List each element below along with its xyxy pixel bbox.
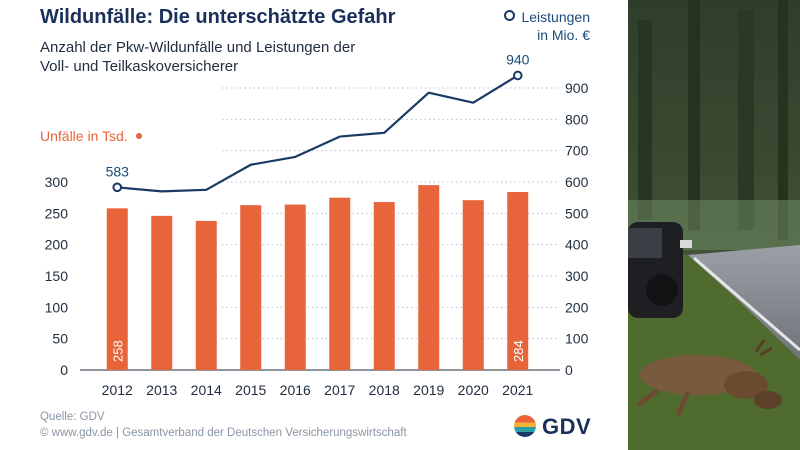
left-axis-tick-label: 150 bbox=[45, 268, 69, 284]
footer: Quelle: GDV © www.gdv.de | Gesamtverband… bbox=[40, 409, 407, 441]
bar-data-label: 284 bbox=[511, 340, 526, 362]
legend-line-series: Leistungen in Mio. € bbox=[490, 8, 590, 44]
right-axis-tick-label: 900 bbox=[565, 80, 589, 96]
legend-bar-label: Unfälle in Tsd. bbox=[40, 128, 128, 144]
left-axis-tick-label: 0 bbox=[60, 362, 68, 378]
x-axis-tick-label: 2012 bbox=[102, 382, 133, 398]
line-point-marker bbox=[112, 182, 123, 193]
x-axis-tick-label: 2016 bbox=[280, 382, 311, 398]
x-axis-tick-label: 2018 bbox=[369, 382, 400, 398]
line-data-label: 940 bbox=[506, 51, 530, 67]
legend-line-label-2: in Mio. € bbox=[537, 27, 590, 43]
left-axis-tick-label: 250 bbox=[45, 205, 69, 221]
bar bbox=[507, 192, 529, 370]
chart-subtitle: Anzahl der Pkw-Wildunfälle und Leistunge… bbox=[40, 39, 356, 75]
x-axis-tick-label: 2014 bbox=[191, 382, 222, 398]
right-axis-tick-label: 100 bbox=[565, 331, 589, 347]
bar bbox=[329, 197, 351, 370]
bar bbox=[151, 215, 173, 370]
bar bbox=[106, 208, 128, 370]
source-note: Quelle: GDV bbox=[40, 411, 105, 423]
right-axis-tick-label: 200 bbox=[565, 299, 589, 315]
wildlife-accident-photo bbox=[628, 0, 800, 450]
x-axis-tick-label: 2017 bbox=[324, 382, 355, 398]
bar bbox=[240, 205, 262, 370]
circle-marker-icon bbox=[504, 10, 516, 21]
x-axis-tick-label: 2013 bbox=[146, 382, 177, 398]
bar bbox=[373, 202, 395, 370]
legend-bar-series: Unfälle in Tsd. bbox=[40, 128, 142, 144]
line-series bbox=[117, 74, 519, 193]
x-axis-tick-label: 2021 bbox=[502, 382, 533, 398]
right-axis-tick-label: 0 bbox=[565, 362, 573, 378]
right-axis-tick-label: 600 bbox=[565, 174, 589, 190]
x-axis-tick-label: 2019 bbox=[413, 382, 444, 398]
right-axis-tick-label: 300 bbox=[565, 268, 589, 284]
bar-data-label: 258 bbox=[110, 340, 125, 362]
x-axis-tick-label: 2020 bbox=[458, 382, 489, 398]
right-axis-tick-label: 400 bbox=[565, 237, 589, 253]
right-axis-tick-label: 500 bbox=[565, 205, 589, 221]
gdv-logo-text: GDV bbox=[542, 414, 592, 439]
bar bbox=[418, 185, 440, 370]
x-axis-tick-label: 2015 bbox=[235, 382, 266, 398]
legend-line-label-1: Leistungen bbox=[521, 9, 590, 25]
copyright-note: © www.gdv.de | Gesamtverband der Deutsch… bbox=[40, 427, 407, 439]
combo-chart: 0 100 200 300 400 500 600 700 800 900 0 50 100 150 200… bbox=[45, 51, 589, 398]
left-axis-tick-label: 100 bbox=[45, 299, 69, 315]
chart-title: Wildunfälle: Die unterschätzte Gefahr bbox=[40, 6, 396, 28]
left-axis-tick-label: 300 bbox=[45, 174, 69, 190]
bar bbox=[195, 220, 217, 370]
bar bbox=[462, 200, 484, 370]
line-data-label: 583 bbox=[106, 163, 130, 179]
left-axis-tick-label: 50 bbox=[52, 331, 68, 347]
bar bbox=[284, 204, 306, 370]
left-axis-tick-label: 200 bbox=[45, 237, 69, 253]
right-axis-tick-label: 800 bbox=[565, 111, 589, 127]
dot-marker-icon bbox=[135, 133, 142, 139]
right-axis-tick-label: 700 bbox=[565, 143, 589, 159]
line-point-marker bbox=[512, 70, 523, 81]
gdv-logo-icon bbox=[514, 415, 536, 437]
